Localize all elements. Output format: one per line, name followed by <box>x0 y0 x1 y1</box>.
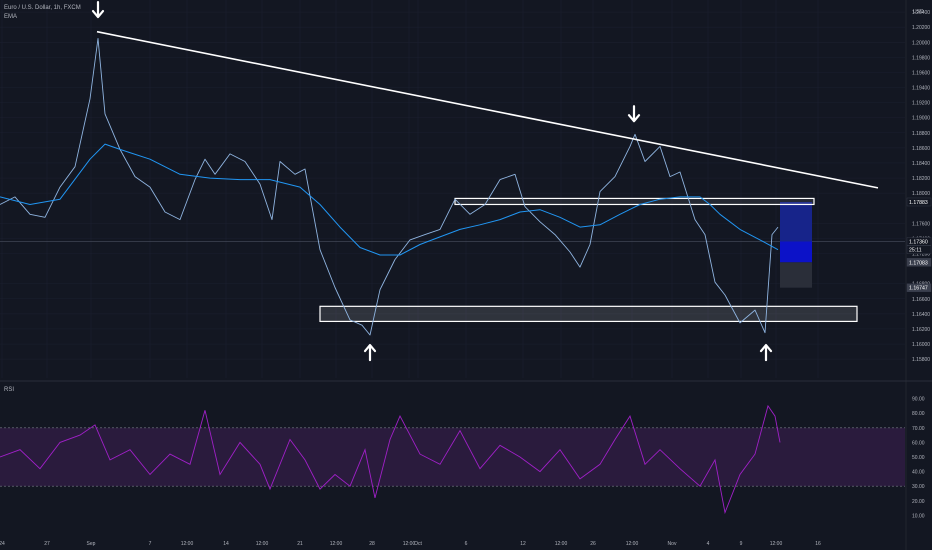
profit-zone-lower <box>780 241 812 263</box>
price-tick-label: 1.15800 <box>912 357 930 363</box>
rsi-label: RSI <box>4 387 15 393</box>
price-tick-label: 1.19600 <box>912 70 930 76</box>
position-zones[interactable] <box>780 201 812 288</box>
time-tick-label: 12:00 <box>256 541 269 547</box>
rsi-band <box>0 427 905 487</box>
rsi-tick-label: 70.00 <box>912 426 925 432</box>
currency-label: USD <box>913 9 924 15</box>
price-badge <box>906 245 932 254</box>
time-tick-label: 16 <box>815 541 821 547</box>
price-badge <box>906 197 932 207</box>
time-tick-label: 14 <box>223 541 229 547</box>
price-tick-label: 1.17600 <box>912 221 930 227</box>
price-badge-label: 1.17883 <box>909 200 928 206</box>
support-resistance-boxes[interactable] <box>319 197 858 323</box>
stop-zone <box>780 262 812 288</box>
rsi-series-layer <box>0 404 781 515</box>
price-tick-label: 1.16200 <box>912 327 930 333</box>
time-tick-label: Nov <box>668 541 677 547</box>
price-badge <box>906 258 932 267</box>
price-tick-label: 1.18600 <box>912 146 930 152</box>
price-tick-label: 1.16400 <box>912 312 930 318</box>
arrow-up-icon <box>759 343 773 362</box>
time-tick-label: 12:00 <box>181 541 194 547</box>
price-badge-label: 1.16747 <box>909 286 928 292</box>
time-tick-label: Oct <box>414 541 422 547</box>
price-tick-label: 1.16600 <box>912 297 930 303</box>
rsi-tick-label: 10.00 <box>912 513 925 519</box>
rsi-line <box>0 404 781 515</box>
rsi-grid <box>0 427 905 487</box>
price-badges: 1.17883 1.17360 25:11 1.17083 1.16747 <box>906 197 932 292</box>
time-tick-label: 4 <box>707 541 710 547</box>
rsi-tick-label: 60.00 <box>912 440 925 446</box>
price-badge-label: 25:11 <box>909 248 922 254</box>
rsi-axis[interactable]: 90.00 80.00 70.00 60.00 50.00 40.00 30.00 20.00… <box>912 397 925 520</box>
price-tick-label: 1.20400 <box>912 10 930 16</box>
time-tick-label: 7 <box>149 541 152 547</box>
rsi-tick-label: 30.00 <box>912 484 925 490</box>
rsi-tick-label: 20.00 <box>912 499 925 505</box>
price-tick-label: 1.20200 <box>912 25 930 31</box>
price-tick-label: 1.16000 <box>912 342 930 348</box>
time-tick-label: 28 <box>369 541 375 547</box>
resistance-box <box>454 197 815 206</box>
profit-zone-upper <box>780 201 812 242</box>
time-tick-label: 12:00 <box>330 541 343 547</box>
time-tick-label: 12 <box>520 541 526 547</box>
price-tick-label: 1.19000 <box>912 116 930 122</box>
symbol-title: Euro / U.S. Dollar, 1h, FXCM <box>4 5 81 11</box>
time-tick-label: 27 <box>44 541 50 547</box>
price-series <box>0 38 779 336</box>
time-tick-label: 9 <box>740 541 743 547</box>
arrow-down-icon <box>627 105 641 123</box>
price-tick-label: 1.19400 <box>912 86 930 92</box>
trendline-layer[interactable] <box>96 30 879 189</box>
arrow-up-icon <box>363 343 377 362</box>
rsi-tick-label: 40.00 <box>912 470 925 476</box>
price-badge-label: 1.17083 <box>909 260 928 266</box>
rsi-tick-label: 50.00 <box>912 455 925 461</box>
indicator-label: EMA <box>4 14 18 20</box>
price-tick-label: 1.18200 <box>912 176 930 182</box>
support-box <box>319 305 858 323</box>
time-tick-label: Sep <box>87 541 96 547</box>
price-tick-label: 1.18400 <box>912 161 930 167</box>
price-badge <box>906 283 932 292</box>
arrow-down-icon <box>91 0 105 19</box>
price-tick-label: 1.20000 <box>912 40 930 46</box>
rsi-tick-label: 90.00 <box>912 397 925 403</box>
price-badge-label: 1.17360 <box>909 239 928 245</box>
price-tick-label: 1.19800 <box>912 55 930 61</box>
price-tick-label: 1.18000 <box>912 191 930 197</box>
rsi-tick-label: 80.00 <box>912 411 925 417</box>
price-tick-label: 1.17200 <box>912 252 930 258</box>
price-badge <box>906 237 932 246</box>
time-tick-label: 12:00 <box>403 541 416 547</box>
descending-trendline <box>96 30 879 189</box>
time-tick-label: 12:00 <box>555 541 568 547</box>
time-tick-label: 12:00 <box>770 541 783 547</box>
price-tick-label: 1.18800 <box>912 131 930 137</box>
time-tick-label: 26 <box>590 541 596 547</box>
arrow-markers[interactable] <box>91 0 773 362</box>
price-tick-label: 1.19200 <box>912 101 930 107</box>
time-tick-label: 21 <box>297 541 303 547</box>
time-tick-label: 12:00 <box>626 541 639 547</box>
time-tick-label: 24 <box>0 541 5 547</box>
price-line <box>0 38 779 336</box>
time-tick-label: 6 <box>465 541 468 547</box>
